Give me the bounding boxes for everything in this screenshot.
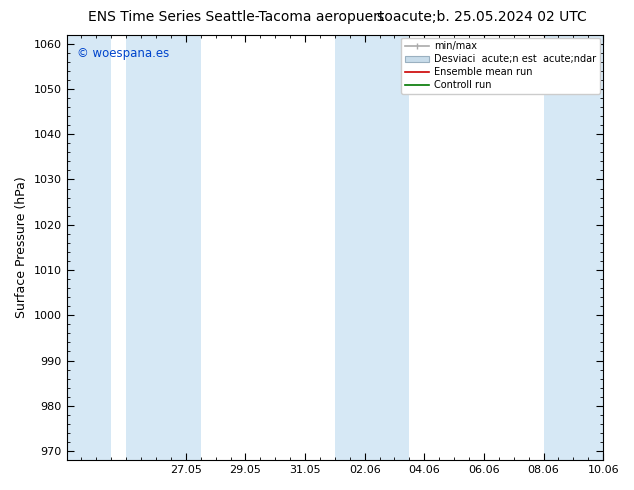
Bar — [335, 35, 410, 460]
Bar — [543, 35, 603, 460]
Text: ENS Time Series Seattle-Tacoma aeropuerto: ENS Time Series Seattle-Tacoma aeropuert… — [89, 10, 393, 24]
Text: s  acute;b. 25.05.2024 02 UTC: s acute;b. 25.05.2024 02 UTC — [377, 10, 586, 24]
Bar — [67, 35, 111, 460]
Y-axis label: Surface Pressure (hPa): Surface Pressure (hPa) — [15, 176, 28, 318]
Bar — [126, 35, 201, 460]
Text: © woespana.es: © woespana.es — [77, 48, 169, 60]
Legend: min/max, Desviaci  acute;n est  acute;ndar, Ensemble mean run, Controll run: min/max, Desviaci acute;n est acute;ndar… — [401, 38, 600, 94]
